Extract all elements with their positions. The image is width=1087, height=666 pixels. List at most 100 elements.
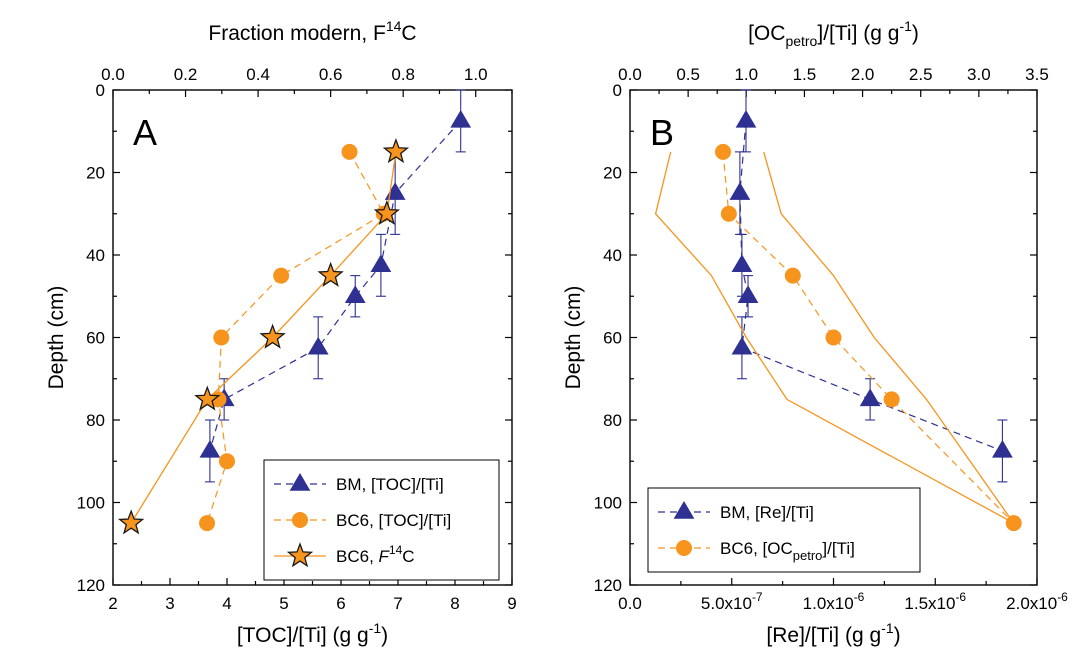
x-tick-label-exponent: -6 <box>1057 590 1068 604</box>
data-point-circle <box>1005 515 1022 532</box>
legend-marker-triangle <box>673 501 695 519</box>
series-bc6f14 <box>117 138 410 535</box>
y-tick-label: 40 <box>603 246 622 265</box>
data-point-circle <box>825 329 842 346</box>
data-point-circle <box>273 267 290 284</box>
x2-tick-label: 1.0 <box>464 65 488 84</box>
x-tick-label-base: 1.0x10 <box>803 594 854 613</box>
x-tick-label-exponent: -6 <box>854 590 865 604</box>
panel-a: 2 3 4 5 6 7 8 9 0.0 0.2 0.4 0.6 0.8 1.0 0 20 40 60 80 100 12… <box>45 18 517 647</box>
x2-tick-label: 0.2 <box>174 65 198 84</box>
data-point-triangle <box>370 254 392 273</box>
x-tick-label: 2 <box>108 594 117 613</box>
legend-entry: BC6, [TOC]/[Ti] <box>274 511 451 530</box>
data-point-triangle <box>731 254 753 273</box>
legend-label: BC6, [TOC]/[Ti] <box>336 511 451 530</box>
data-point-triangle <box>307 336 329 355</box>
x2-axis-title-mid: ]/[Ti] (g g <box>817 22 899 45</box>
x-tick-label-base: 2.0x10 <box>1006 594 1057 613</box>
y-tick-label: 120 <box>594 576 622 595</box>
data-point-circle <box>213 329 230 346</box>
x-axis-title: [TOC]/[Ti] (g g-1) <box>237 620 388 647</box>
x2-tick-label: 0.4 <box>246 65 270 84</box>
legend-label-end: ]/[Ti] <box>822 539 854 558</box>
y-tick-label: 100 <box>594 494 622 513</box>
data-point-star <box>317 261 344 287</box>
x2-axis-title-sup: 14 <box>386 18 402 34</box>
legend-label-text: BC6, [OC <box>720 539 793 558</box>
y-tick-label: 100 <box>77 494 105 513</box>
data-point-circle <box>199 515 216 532</box>
x-tick-label: 3 <box>165 594 174 613</box>
x2-tick-label: 2.5 <box>909 65 933 84</box>
data-point-circle <box>219 453 235 470</box>
legend-label: BM, [Re]/[Ti] <box>720 503 814 522</box>
x2-tick-label: 0.5 <box>676 65 700 84</box>
x2-tick-label: 1.5 <box>793 65 817 84</box>
y-tick-label: 60 <box>86 329 105 348</box>
x2-axis-title-text: [OC <box>748 22 785 45</box>
x2-axis-title-end: C <box>401 22 416 45</box>
x-axis-title-sup: -1 <box>881 620 894 636</box>
x2-tick-label: 0.8 <box>391 65 415 84</box>
data-point-star <box>259 323 286 349</box>
legend-box <box>647 487 921 573</box>
legend-label-end: C <box>402 547 414 566</box>
x2-tick-label: 0.6 <box>319 65 343 84</box>
series-bc6_envelope_left <box>654 151 1015 524</box>
data-point-circle <box>720 205 737 222</box>
x-tick-label: 2.0x10-6 <box>1006 590 1068 613</box>
legend-entry: BM, [Re]/[Ti] <box>658 501 814 522</box>
data-point-star <box>194 385 221 411</box>
x2-tick-label: 3.5 <box>1025 65 1049 84</box>
y-tick-label: 20 <box>86 164 105 183</box>
x-tick-label: 1.5x10-6 <box>904 590 966 613</box>
series-bc6 <box>715 143 1022 532</box>
x-tick-label: 6 <box>336 594 345 613</box>
legend-entry: BM, [TOC]/[Ti] <box>274 473 444 494</box>
data-point-circle <box>784 267 801 284</box>
y-tick-label: 80 <box>603 411 622 430</box>
data-point-circle <box>715 143 732 160</box>
legend-marker-circle <box>676 540 692 556</box>
y-tick-label: 0 <box>96 81 105 100</box>
x2-axis-title: Fraction modern, F14C <box>208 18 416 45</box>
x2-axis-title-text: Fraction modern, F <box>208 22 385 45</box>
envelope-line <box>763 151 1015 524</box>
x2-axis-title-sub: petro <box>785 33 817 49</box>
x-tick-label-exponent: -6 <box>955 590 966 604</box>
x-tick-label: 0.0 <box>618 594 642 613</box>
y-tick-label: 40 <box>86 246 105 265</box>
data-point-triangle <box>737 285 759 303</box>
legend-marker-circle <box>292 512 308 528</box>
data-point-triangle <box>731 336 753 355</box>
x2-tick-label: 0.0 <box>618 65 642 84</box>
y-axis-title: Depth (cm) <box>562 286 585 390</box>
series-line <box>209 120 462 452</box>
x-tick-label-exponent: -7 <box>752 590 763 604</box>
data-point-triangle <box>992 439 1013 458</box>
x2-axis-title: [OCpetro]/[Ti] (g g-1) <box>748 18 919 49</box>
x2-tick-label: 3.0 <box>967 65 991 84</box>
x-tick-label: 5 <box>279 594 288 613</box>
x-axis-title-text: [TOC]/[Ti] (g g <box>237 624 369 647</box>
data-point-triangle <box>199 439 221 458</box>
panel-letter: B <box>650 112 674 153</box>
data-point-circle <box>341 143 358 160</box>
x-axis-title-end: ) <box>894 624 901 647</box>
legend-label-sub: petro <box>793 548 823 563</box>
x-tick-label: 5.0x10-7 <box>701 590 763 613</box>
legend-label-text: BC6, <box>336 547 379 566</box>
data-point-star <box>373 199 401 225</box>
data-point-circle <box>883 391 900 408</box>
x-tick-label-base: 5.0x10 <box>701 594 752 613</box>
x-axis-title-text: [Re]/[Ti] (g g <box>766 624 881 647</box>
envelope-line <box>654 151 1015 524</box>
series-bm <box>729 89 1013 483</box>
x2-axis-title-sup: -1 <box>899 18 912 34</box>
legend-label-sup: 14 <box>389 543 403 557</box>
x2-tick-label: 0.0 <box>101 65 125 84</box>
x-tick-label: 9 <box>507 594 516 613</box>
x-axis-title-end: ) <box>381 624 388 647</box>
